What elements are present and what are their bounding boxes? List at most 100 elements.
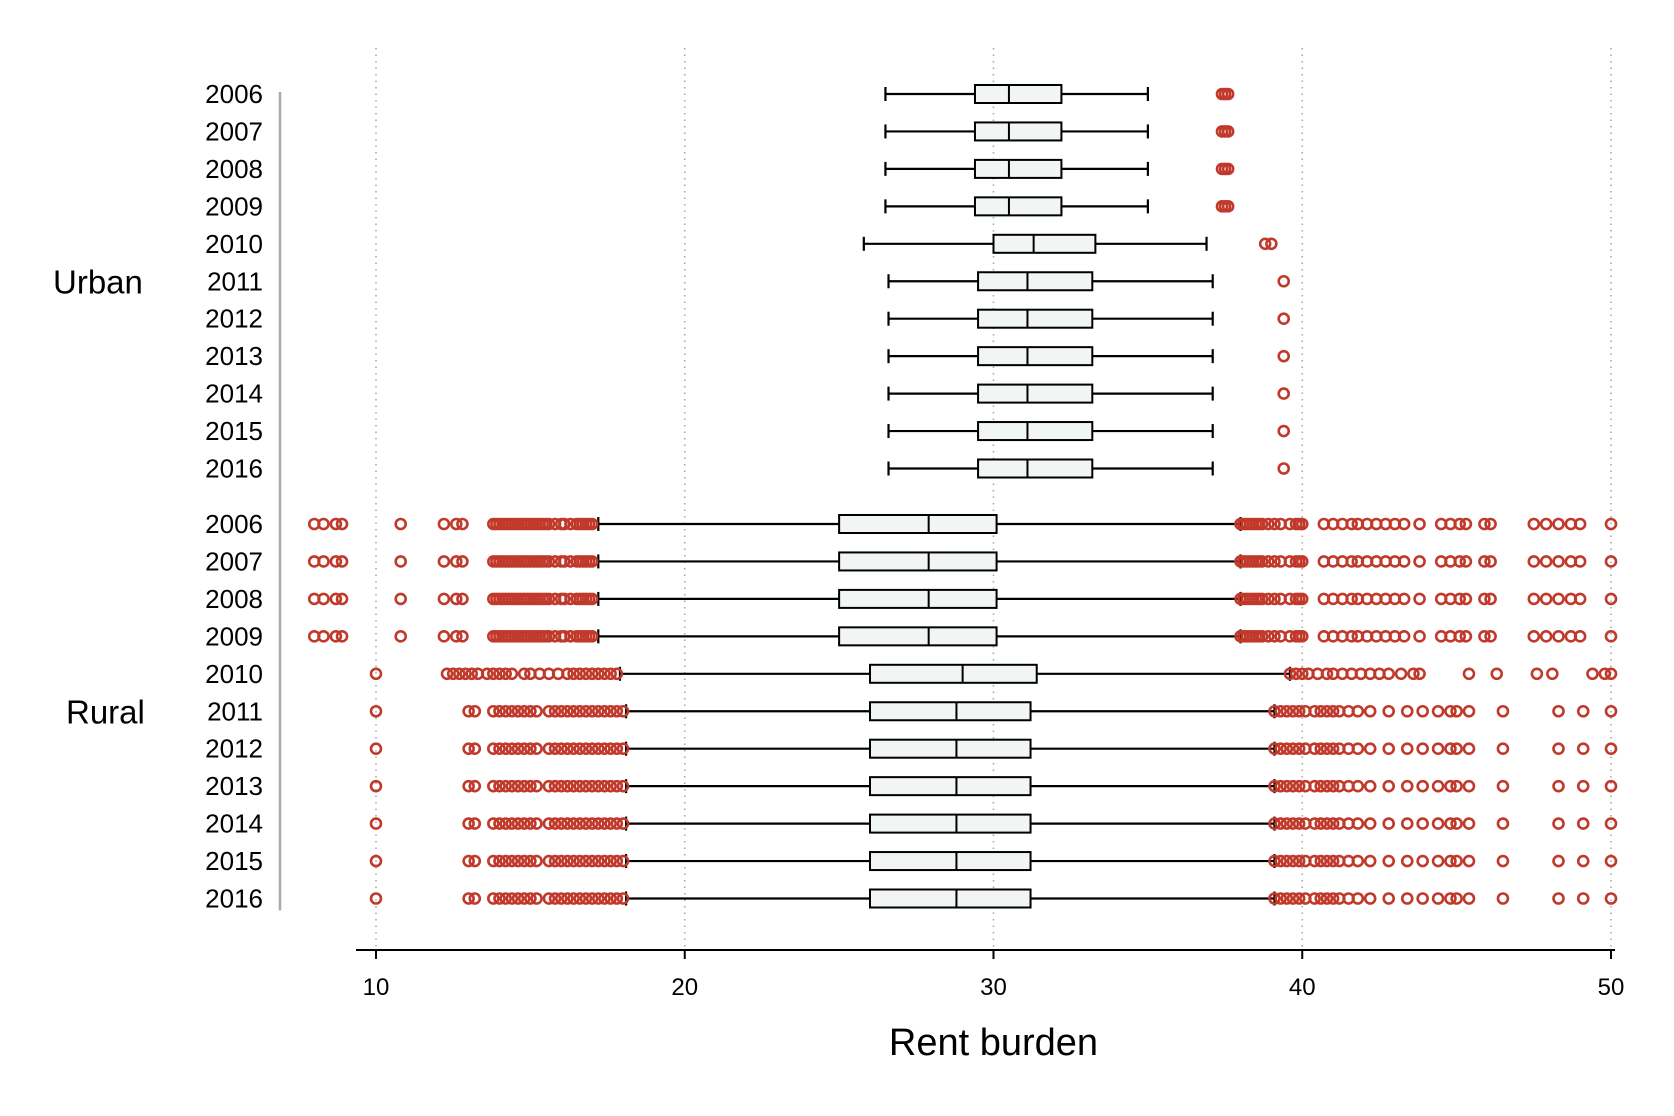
- iqr-box: [869, 701, 1032, 722]
- outlier-point: [505, 892, 519, 905]
- outlier-point: [468, 779, 482, 793]
- outlier-point: [437, 517, 451, 531]
- outlier-point: [1258, 237, 1272, 251]
- outlier-point: [561, 892, 574, 905]
- outlier-point: [1552, 592, 1565, 606]
- box-row: [307, 551, 1618, 572]
- outlier-point: [1539, 630, 1553, 643]
- outlier-point: [1221, 162, 1235, 176]
- outlier-point: [487, 892, 500, 905]
- outlier-point: [1382, 779, 1395, 793]
- year-label: 2013: [205, 341, 263, 371]
- outlier-point: [1604, 892, 1618, 905]
- outlier-point: [440, 667, 454, 681]
- outlier-point: [530, 779, 543, 793]
- outlier-point: [616, 704, 630, 718]
- outlier-point: [567, 779, 580, 793]
- outlier-point: [1286, 779, 1300, 793]
- outlier-point: [1295, 517, 1309, 531]
- outlier-point: [616, 742, 630, 756]
- outlier-point: [1478, 592, 1491, 606]
- outlier-point: [369, 667, 383, 681]
- outlier-point: [616, 817, 630, 830]
- outlier-point: [493, 817, 506, 830]
- iqr-box: [977, 271, 1094, 292]
- outlier-point: [1462, 892, 1476, 905]
- year-label: 2012: [205, 734, 263, 764]
- outlier-point: [1450, 704, 1463, 718]
- outlier-point: [1221, 87, 1235, 101]
- outlier-point: [511, 742, 525, 756]
- outlier-point: [585, 667, 599, 681]
- outlier-point: [1363, 742, 1377, 756]
- outlier-point: [591, 704, 605, 718]
- outlier-point: [1277, 462, 1291, 475]
- outlier-point: [1576, 704, 1590, 718]
- iqr-box: [973, 84, 1063, 104]
- outlier-point: [585, 817, 599, 830]
- outlier-point: [335, 517, 349, 531]
- outlier-point: [1416, 817, 1429, 830]
- outlier-point: [542, 854, 556, 868]
- outlier-point: [517, 892, 531, 905]
- outlier-point: [524, 704, 537, 718]
- outlier-point: [1604, 779, 1618, 793]
- outlier-point: [1462, 742, 1476, 756]
- year-label: 2010: [205, 229, 263, 259]
- outlier-point: [604, 779, 617, 793]
- outlier-point: [1308, 742, 1321, 756]
- outlier-point: [517, 704, 531, 718]
- outlier-point: [1261, 592, 1275, 606]
- outlier-point: [456, 517, 469, 531]
- outlier-point: [329, 592, 343, 606]
- outlier-point: [598, 742, 611, 756]
- outlier-point: [585, 854, 599, 868]
- outlier-point: [1280, 704, 1294, 718]
- x-tick-label: 40: [1289, 974, 1316, 1001]
- outlier-point: [548, 742, 562, 756]
- outlier-point: [1431, 854, 1445, 868]
- outlier-point: [524, 742, 537, 756]
- x-tick-label: 30: [980, 974, 1007, 1001]
- year-label: 2012: [205, 304, 263, 334]
- outlier-point: [1326, 779, 1340, 793]
- outlier-point: [1400, 742, 1414, 756]
- outlier-point: [1277, 349, 1291, 363]
- outlier-point: [1286, 817, 1300, 830]
- outlier-point: [505, 854, 519, 868]
- outlier-point: [579, 892, 593, 905]
- outlier-point: [517, 779, 531, 793]
- outlier-point: [493, 892, 506, 905]
- outlier-point: [1576, 742, 1590, 756]
- year-label: 2015: [205, 416, 263, 446]
- outlier-point: [1459, 555, 1473, 568]
- outlier-point: [468, 817, 482, 830]
- box-row: [369, 701, 1618, 722]
- outlier-point: [437, 630, 451, 643]
- outlier-point: [1604, 667, 1618, 681]
- outlier-point: [1308, 779, 1321, 793]
- outlier-point: [1292, 704, 1306, 718]
- outlier-point: [1286, 742, 1300, 756]
- outlier-point: [437, 592, 451, 606]
- outlier-point: [462, 854, 475, 868]
- outlier-point: [505, 779, 519, 793]
- box-row: [369, 813, 1618, 834]
- outlier-point: [1539, 555, 1553, 568]
- iqr-box: [977, 308, 1094, 329]
- outlier-point: [610, 779, 624, 793]
- outlier-point: [499, 704, 512, 718]
- outlier-point: [1496, 854, 1510, 868]
- outlier-point: [591, 779, 605, 793]
- outlier-point: [499, 854, 512, 868]
- iqr-box: [977, 383, 1094, 404]
- outlier-point: [487, 704, 500, 718]
- outlier-point: [369, 892, 383, 905]
- box-row: [307, 626, 1618, 647]
- outlier-point: [1382, 892, 1395, 905]
- outlier-point: [1552, 854, 1565, 868]
- box-row: [884, 121, 1235, 142]
- outlier-point: [530, 704, 543, 718]
- year-label: 2014: [205, 379, 263, 409]
- outlier-point: [554, 892, 568, 905]
